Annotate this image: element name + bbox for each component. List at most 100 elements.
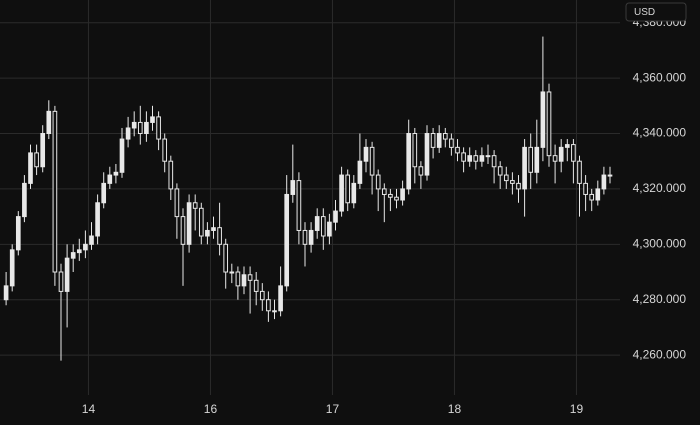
- x-tick-label: 14: [82, 402, 96, 416]
- candle-body: [485, 155, 491, 158]
- y-tick-label: 4,260.000: [633, 347, 687, 361]
- candle-body: [534, 146, 540, 173]
- candle-body: [229, 271, 235, 274]
- candle-body: [424, 133, 430, 176]
- candle-body: [375, 174, 381, 190]
- y-tick-label: 4,280.000: [633, 292, 687, 306]
- candle-body: [223, 243, 229, 273]
- candle-body: [497, 166, 503, 176]
- candle-body: [70, 252, 76, 259]
- candle-body: [583, 182, 588, 195]
- candle-body: [479, 155, 485, 162]
- candle-body: [327, 221, 332, 237]
- candle-body: [400, 188, 405, 201]
- candle-body: [52, 110, 58, 273]
- candle-body: [333, 210, 338, 223]
- candle-body: [320, 216, 326, 237]
- candle-body: [473, 155, 479, 162]
- x-tick-label: 17: [326, 402, 340, 416]
- candle-body: [296, 180, 302, 231]
- candle-body: [394, 196, 399, 201]
- candle-body: [83, 243, 88, 251]
- candle-body: [211, 227, 216, 231]
- x-tick-label: 16: [204, 402, 218, 416]
- candle-body: [418, 166, 424, 176]
- candle-body: [241, 274, 247, 287]
- candle-body: [430, 133, 436, 148]
- candle-body: [266, 299, 271, 312]
- candle-body: [253, 279, 259, 292]
- candle-body: [461, 152, 466, 162]
- candle-body: [516, 182, 521, 190]
- candle-body: [235, 271, 241, 287]
- candle-body: [381, 188, 387, 195]
- candle-body: [9, 249, 15, 287]
- y-tick-label: 4,360.000: [633, 70, 687, 84]
- candle-body: [503, 174, 509, 182]
- candle-body: [455, 146, 460, 154]
- candle-body: [589, 193, 595, 201]
- candle-body: [491, 155, 497, 168]
- candle-body: [510, 180, 515, 184]
- candle-body: [162, 138, 168, 162]
- candle-body: [76, 249, 82, 254]
- candle-body: [601, 174, 607, 190]
- candle-body: [3, 285, 9, 301]
- candle-body: [369, 146, 375, 176]
- candle-body: [198, 207, 204, 237]
- candle-body: [412, 133, 418, 168]
- candle-body: [442, 133, 448, 140]
- candle-body: [64, 257, 70, 292]
- candle-body: [577, 160, 582, 184]
- candle-body: [247, 274, 253, 281]
- candle-body: [156, 116, 161, 140]
- candle-body: [101, 182, 107, 204]
- candle-body: [546, 91, 552, 157]
- plot-area: [3, 36, 613, 361]
- candle-body: [290, 180, 296, 195]
- candle-body: [467, 155, 473, 162]
- candle-body: [15, 216, 21, 251]
- candle-body: [34, 152, 39, 168]
- y-tick-label: 4,320.000: [633, 181, 687, 195]
- candle-body: [558, 146, 564, 162]
- candle-body: [58, 271, 64, 292]
- candle-body: [131, 121, 137, 129]
- candle-body: [528, 146, 534, 173]
- candle-body: [363, 146, 369, 162]
- candle-body: [205, 229, 210, 237]
- candle-body: [595, 188, 601, 201]
- candle-body: [28, 152, 33, 184]
- currency-box[interactable]: [625, 2, 687, 22]
- candle-body: [339, 174, 344, 212]
- x-tick-label: 19: [570, 402, 584, 416]
- candle-body: [46, 110, 52, 135]
- candle-body: [552, 155, 558, 162]
- candle-body: [180, 216, 186, 245]
- axes: 4,260.000 4,280.000 4,300.000 4,320.000 4,34…: [82, 15, 687, 416]
- y-tick-label: 4,340.000: [633, 126, 687, 140]
- candle-body: [357, 160, 363, 184]
- candle-body: [137, 121, 143, 135]
- candle-body: [174, 188, 180, 218]
- candle-body: [186, 202, 192, 245]
- candle-body: [40, 133, 46, 168]
- candle-body: [351, 182, 357, 204]
- candle-body: [278, 285, 283, 312]
- candle-body: [259, 290, 265, 301]
- candle-body: [217, 227, 222, 245]
- candle-body: [449, 138, 454, 148]
- candle-body: [564, 144, 570, 148]
- candle-body: [144, 121, 149, 135]
- candle-body: [571, 144, 576, 162]
- candle-body: [302, 229, 308, 245]
- candle-body: [89, 235, 94, 245]
- candle-body: [125, 127, 131, 140]
- candle-body: [436, 133, 442, 148]
- candle-body: [607, 174, 613, 177]
- y-tick-label: 4,300.000: [633, 236, 687, 250]
- candle-body: [388, 193, 393, 198]
- candle-body: [113, 171, 119, 176]
